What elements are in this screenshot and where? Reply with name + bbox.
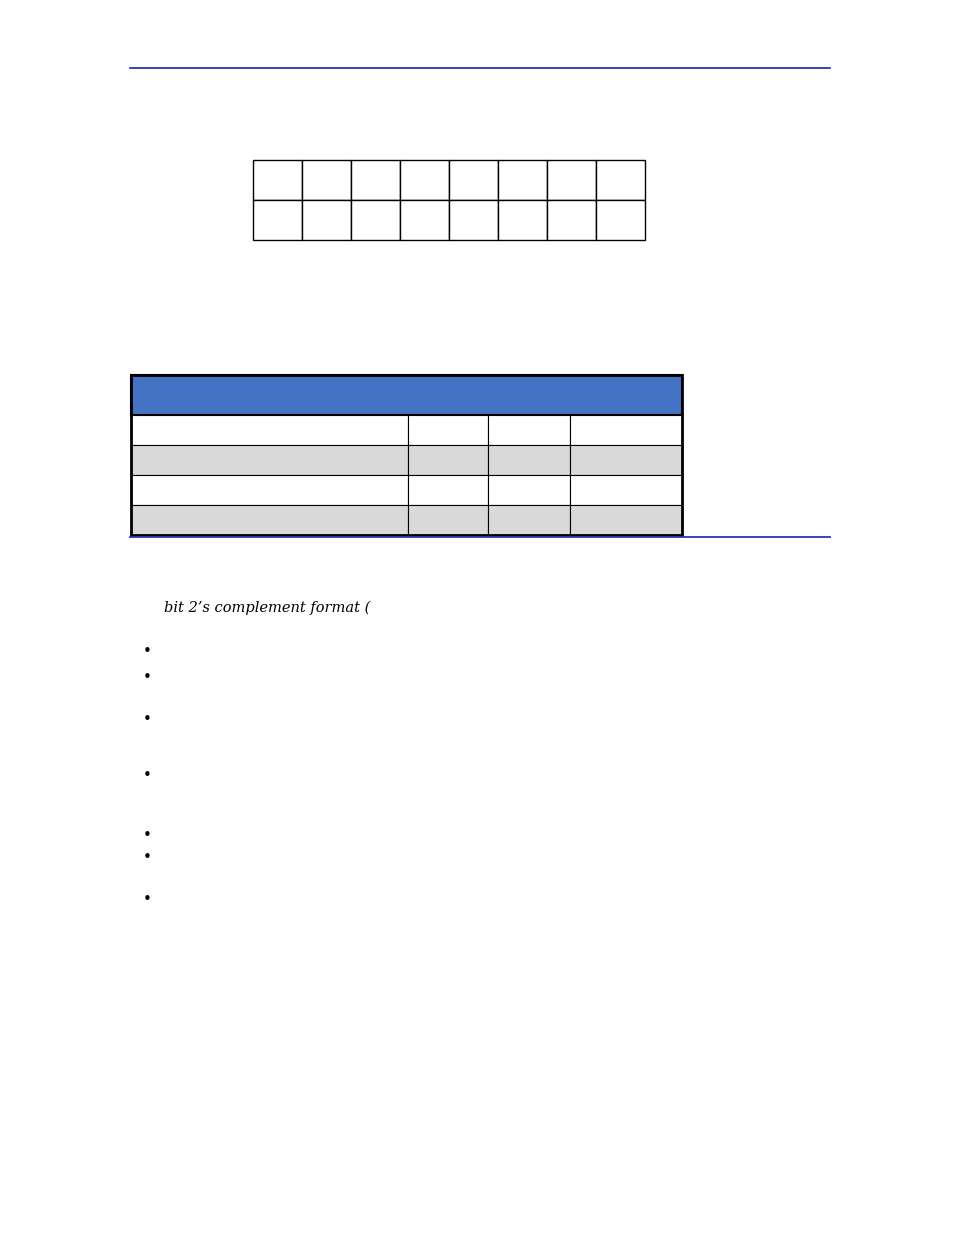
Bar [253, 200, 302, 240]
Bar [569, 505, 681, 535]
Bar [351, 161, 399, 200]
Bar [399, 200, 449, 240]
Bar [302, 200, 351, 240]
Bar [399, 161, 449, 200]
Bar [488, 415, 569, 445]
Bar [253, 161, 302, 200]
Bar [488, 475, 569, 505]
Bar [408, 475, 488, 505]
Bar [569, 475, 681, 505]
Bar [131, 475, 408, 505]
Bar [569, 445, 681, 475]
Bar [488, 505, 569, 535]
Text: bit 2’s complement format (: bit 2’s complement format ( [164, 600, 370, 615]
Bar [131, 375, 681, 415]
Text: •: • [142, 713, 152, 727]
Bar [351, 200, 399, 240]
Bar [596, 200, 644, 240]
Text: •: • [142, 827, 152, 842]
Bar [596, 161, 644, 200]
Text: •: • [142, 767, 152, 783]
Bar [546, 200, 596, 240]
Bar [449, 200, 497, 240]
Text: •: • [142, 669, 152, 684]
Bar [408, 445, 488, 475]
Bar [488, 445, 569, 475]
Bar [569, 415, 681, 445]
Text: •: • [142, 851, 152, 866]
Bar [408, 415, 488, 445]
Text: •: • [142, 645, 152, 659]
Bar [302, 161, 351, 200]
Bar [131, 415, 408, 445]
Bar [497, 200, 546, 240]
Bar [408, 505, 488, 535]
Bar [546, 161, 596, 200]
Bar [449, 161, 497, 200]
Bar [131, 505, 408, 535]
Text: •: • [142, 893, 152, 908]
Bar [131, 375, 681, 535]
Bar [131, 445, 408, 475]
Bar [497, 161, 546, 200]
